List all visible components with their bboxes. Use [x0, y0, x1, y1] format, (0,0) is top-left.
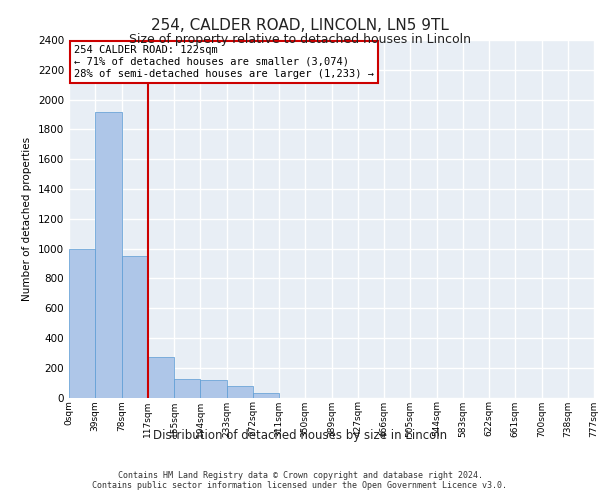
Text: Contains HM Land Registry data © Crown copyright and database right 2024.
Contai: Contains HM Land Registry data © Crown c…: [92, 470, 508, 490]
Text: 254, CALDER ROAD, LINCOLN, LN5 9TL: 254, CALDER ROAD, LINCOLN, LN5 9TL: [151, 18, 449, 32]
Text: 254 CALDER ROAD: 122sqm
← 71% of detached houses are smaller (3,074)
28% of semi: 254 CALDER ROAD: 122sqm ← 71% of detache…: [74, 46, 374, 78]
Bar: [69, 248, 95, 398]
Bar: [95, 112, 121, 398]
Text: Distribution of detached houses by size in Lincoln: Distribution of detached houses by size …: [153, 430, 447, 442]
Bar: [227, 386, 253, 398]
Text: Size of property relative to detached houses in Lincoln: Size of property relative to detached ho…: [129, 32, 471, 46]
Bar: [148, 356, 174, 398]
Bar: [121, 256, 148, 398]
Bar: [174, 379, 200, 398]
Y-axis label: Number of detached properties: Number of detached properties: [22, 136, 32, 301]
Bar: [200, 380, 227, 398]
Bar: [253, 393, 279, 398]
